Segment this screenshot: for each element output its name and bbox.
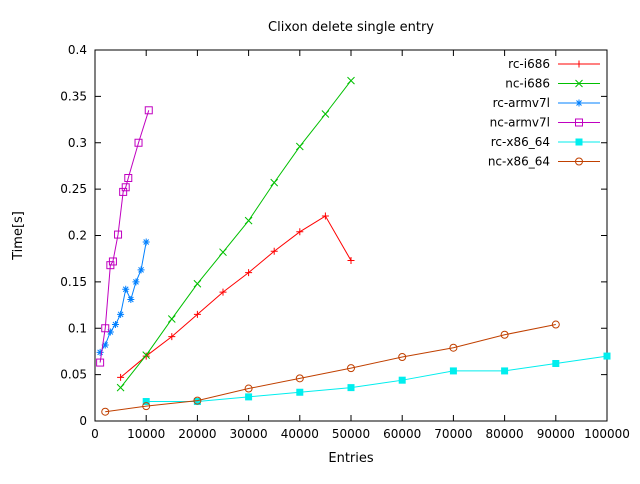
x-tick-label: 10000 (127, 427, 165, 441)
series-nc-armv7l (96, 106, 153, 367)
series-rc-armv7l (96, 238, 150, 356)
y-tick-label: 0.15 (60, 275, 87, 289)
y-tick-label: 0.2 (68, 229, 87, 243)
x-tick-label: 0 (91, 427, 99, 441)
series-rc-i686 (117, 212, 355, 381)
y-tick-label: 0.4 (68, 43, 87, 57)
y-tick-label: 0.3 (68, 136, 87, 150)
legend-entry-nc-armv7l: nc-armv7l (490, 116, 600, 130)
y-axis-label: Time[s] (11, 211, 26, 261)
x-tick-label: 30000 (230, 427, 268, 441)
axis-ticks (94, 49, 608, 422)
x-tick-label: 20000 (178, 427, 216, 441)
legend-entry-rc-i686: rc-i686 (508, 57, 600, 71)
x-axis-label: Entries (328, 451, 374, 466)
legend-label: nc-armv7l (490, 116, 550, 130)
legend-label: rc-i686 (508, 57, 550, 71)
x-tick-label: 80000 (486, 427, 524, 441)
y-tick-label: 0 (79, 414, 87, 428)
legend-entry-rc-x86_64: rc-x86_64 (491, 135, 600, 149)
legend-label: nc-x86_64 (488, 155, 550, 169)
y-tick-label: 0.05 (60, 368, 87, 382)
y-tick-label: 0.35 (60, 89, 87, 103)
x-tick-label: 50000 (332, 427, 370, 441)
legend-entry-nc-x86_64: nc-x86_64 (488, 155, 600, 169)
legend-entry-nc-i686: nc-i686 (505, 77, 600, 91)
series-rc-x86_64 (142, 352, 611, 406)
series-nc-i686 (116, 76, 355, 392)
x-tick-label: 70000 (434, 427, 472, 441)
x-tick-label: 40000 (281, 427, 319, 441)
y-tick-label: 0.25 (60, 182, 87, 196)
x-tick-label: 90000 (537, 427, 575, 441)
legend-entry-rc-armv7l: rc-armv7l (493, 96, 600, 110)
legend-label: rc-x86_64 (491, 135, 550, 149)
legend-label: rc-armv7l (493, 96, 550, 110)
x-tick-label: 100000 (584, 427, 630, 441)
legend: rc-i686 nc-i686 rc-armv7l nc-armv7l rc-x86_6… (488, 57, 600, 169)
chart-title: Clixon delete single entry (268, 20, 434, 35)
series-nc-x86_64 (101, 320, 560, 416)
y-tick-label: 0.1 (68, 321, 87, 335)
x-tick-label: 60000 (383, 427, 421, 441)
legend-label: nc-i686 (505, 77, 550, 91)
